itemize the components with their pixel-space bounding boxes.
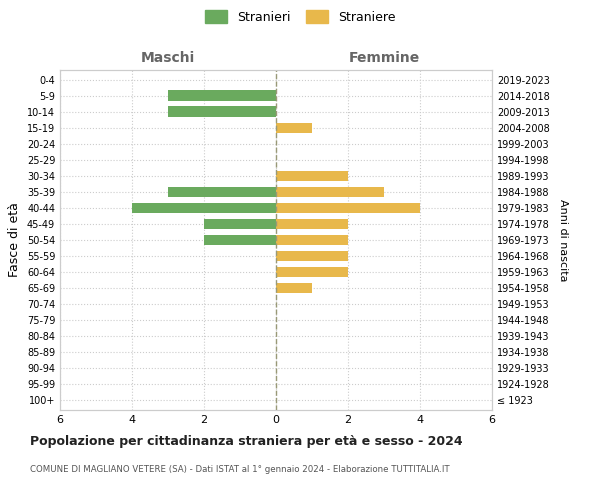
Bar <box>276 122 312 133</box>
Bar <box>204 218 276 229</box>
Bar <box>204 235 276 245</box>
Text: COMUNE DI MAGLIANO VETERE (SA) - Dati ISTAT al 1° gennaio 2024 - Elaborazione TU: COMUNE DI MAGLIANO VETERE (SA) - Dati IS… <box>30 465 449 474</box>
Text: Maschi: Maschi <box>141 51 195 65</box>
Y-axis label: Fasce di età: Fasce di età <box>8 202 21 278</box>
Bar <box>276 218 348 229</box>
Legend: Stranieri, Straniere: Stranieri, Straniere <box>201 6 399 28</box>
Bar <box>168 186 276 197</box>
Text: Popolazione per cittadinanza straniera per età e sesso - 2024: Popolazione per cittadinanza straniera p… <box>30 435 463 448</box>
Bar <box>276 235 348 245</box>
Bar <box>168 106 276 117</box>
Bar <box>276 267 348 278</box>
Bar <box>168 90 276 101</box>
Bar <box>276 283 312 294</box>
Bar <box>276 251 348 261</box>
Bar <box>132 202 276 213</box>
Text: Femmine: Femmine <box>349 51 419 65</box>
Bar <box>276 202 420 213</box>
Bar <box>276 170 348 181</box>
Y-axis label: Anni di nascita: Anni di nascita <box>558 198 568 281</box>
Bar <box>276 186 384 197</box>
